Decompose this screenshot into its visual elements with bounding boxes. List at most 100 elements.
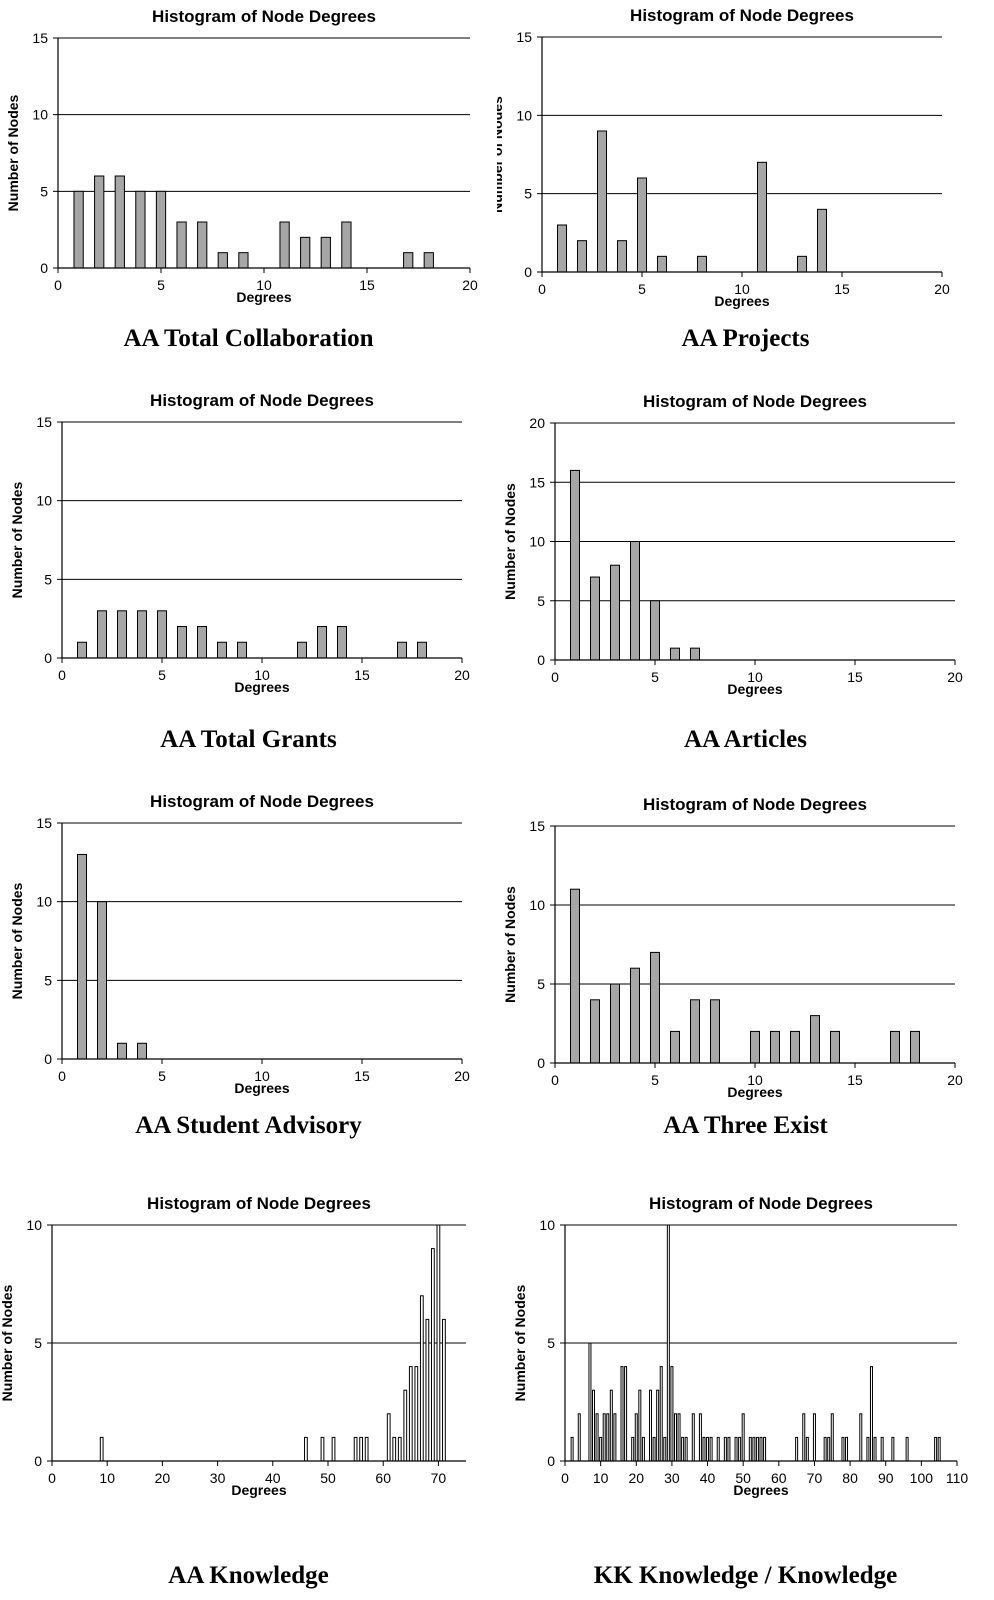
histogram-bar [77, 853, 87, 1060]
histogram-chart: Histogram of Node Degrees 0 5 10 15 0 5 10 15 20 D… [497, 6, 950, 309]
histogram-bar [570, 888, 580, 1064]
y-tick-label: 5 [34, 1335, 42, 1351]
x-tick-label: 20 [462, 277, 478, 293]
histogram-bar [631, 1436, 635, 1462]
histogram-bar [609, 1389, 613, 1462]
histogram-bar [937, 1436, 941, 1462]
y-tick-label: 10 [36, 894, 52, 910]
x-tick-label: 10 [254, 1068, 270, 1084]
x-tick-label: 30 [210, 1470, 226, 1486]
histogram-bar [656, 1389, 660, 1462]
histogram-bar [155, 190, 167, 269]
histogram-panel: Histogram of Node Degrees 0 5 10 15 0 5 10 15 20 D… [497, 785, 994, 1185]
x-tick-label: 15 [354, 667, 370, 683]
histogram-bar [650, 951, 660, 1064]
y-axis-label: Number of Nodes [9, 481, 25, 598]
x-tick-label: 20 [947, 1072, 963, 1088]
histogram-bar [670, 647, 680, 661]
histogram-bar [657, 255, 667, 273]
histogram-bar [910, 1030, 920, 1064]
y-tick-label: 15 [36, 414, 52, 430]
histogram-bar [690, 999, 700, 1064]
y-tick-label: 15 [529, 818, 545, 834]
histogram-bar [795, 1436, 799, 1462]
x-tick-label: 0 [48, 1470, 56, 1486]
histogram-bar [610, 983, 620, 1064]
histogram-bar [414, 1366, 419, 1462]
histogram-bar [331, 1436, 336, 1462]
y-tick-label: 5 [537, 976, 545, 992]
x-tick-label: 10 [256, 277, 272, 293]
y-tick-label: 0 [44, 1051, 52, 1067]
panel-caption: KK Knowledge / Knowledge [593, 1562, 898, 1589]
y-axis-label: Number of Nodes [9, 882, 25, 999]
histogram-bar [97, 610, 107, 659]
histogram-bar [630, 967, 640, 1064]
histogram-bar [117, 1042, 127, 1060]
histogram-bar [706, 1436, 710, 1462]
histogram-bar [723, 1436, 727, 1462]
x-tick-label: 0 [551, 669, 559, 685]
histogram-bar [237, 641, 247, 659]
y-tick-label: 0 [40, 260, 48, 276]
histogram-bar [397, 641, 407, 659]
histogram-chart: Histogram of Node Degrees 0 5 10 15 20 0 5 10 15 2… [502, 392, 963, 697]
y-tick-label: 10 [529, 534, 545, 550]
histogram-bar [403, 252, 414, 269]
histogram-bar [602, 1413, 606, 1462]
chart-title: Histogram of Node Degrees [630, 6, 854, 25]
y-tick-label: 10 [32, 107, 48, 123]
histogram-bar [588, 1342, 592, 1462]
histogram-chart: Histogram of Node Degrees 0 5 10 15 0 5 10 15 20 D… [5, 7, 478, 305]
histogram-bar [279, 221, 290, 269]
x-tick-label: 15 [359, 277, 375, 293]
y-axis-label: Number of Nodes [502, 483, 518, 600]
histogram-bar [866, 1436, 870, 1462]
y-tick-label: 10 [36, 493, 52, 509]
x-tick-label: 0 [58, 667, 66, 683]
x-axis-label: Degrees [231, 1482, 286, 1498]
histogram-bar [337, 626, 347, 659]
histogram-bar [770, 1030, 780, 1064]
histogram-bar [748, 1436, 752, 1462]
histogram-bar [613, 1413, 617, 1462]
x-tick-label: 15 [354, 1068, 370, 1084]
y-tick-label: 15 [32, 30, 48, 46]
histogram-bar [734, 1436, 738, 1462]
histogram-bar [670, 1366, 674, 1462]
y-tick-label: 5 [40, 183, 48, 199]
histogram-bar [117, 610, 127, 659]
y-axis-label: Number of Nodes [5, 94, 21, 211]
histogram-bar [592, 1389, 596, 1462]
histogram-bar [802, 1413, 806, 1462]
histogram-bar [716, 1436, 720, 1462]
histogram-bar [763, 1436, 767, 1462]
histogram-bar [752, 1436, 756, 1462]
histogram-bar [637, 177, 647, 273]
histogram-bar [650, 600, 660, 661]
histogram-panel: Histogram of Node Degrees 0 5 10 15 0 5 10 15 20 D… [497, 0, 994, 400]
histogram-panel: Histogram of Node Degrees 0 5 10 0 10 20 30 40 50… [0, 1185, 497, 1589]
y-tick-label: 20 [529, 415, 545, 431]
histogram-bar [137, 610, 147, 659]
histogram-bar [905, 1436, 909, 1462]
x-tick-label: 0 [551, 1072, 559, 1088]
x-tick-label: 70 [807, 1470, 823, 1486]
histogram-bar [217, 252, 228, 269]
y-tick-label: 0 [44, 650, 52, 666]
histogram-bar [590, 576, 600, 661]
histogram-bar [73, 190, 84, 269]
histogram-bar [423, 252, 434, 269]
histogram-bar [599, 1436, 603, 1462]
histogram-panel: Histogram of Node Degrees 0 5 10 0 10 20 30 40 50… [497, 1185, 994, 1589]
histogram-bar [442, 1318, 446, 1462]
histogram-panel: Histogram of Node Degrees 0 5 10 15 0 5 10 15 20 D… [0, 785, 497, 1185]
y-tick-label: 15 [516, 29, 532, 45]
histogram-bar [845, 1436, 849, 1462]
x-tick-label: 40 [700, 1470, 716, 1486]
x-tick-label: 50 [320, 1470, 336, 1486]
x-tick-label: 5 [157, 277, 165, 293]
histogram-panel: Histogram of Node Degrees 0 5 10 15 0 5 10 15 20 D… [0, 385, 497, 785]
histogram-bar [659, 1366, 663, 1462]
histogram-bar [805, 1436, 809, 1462]
